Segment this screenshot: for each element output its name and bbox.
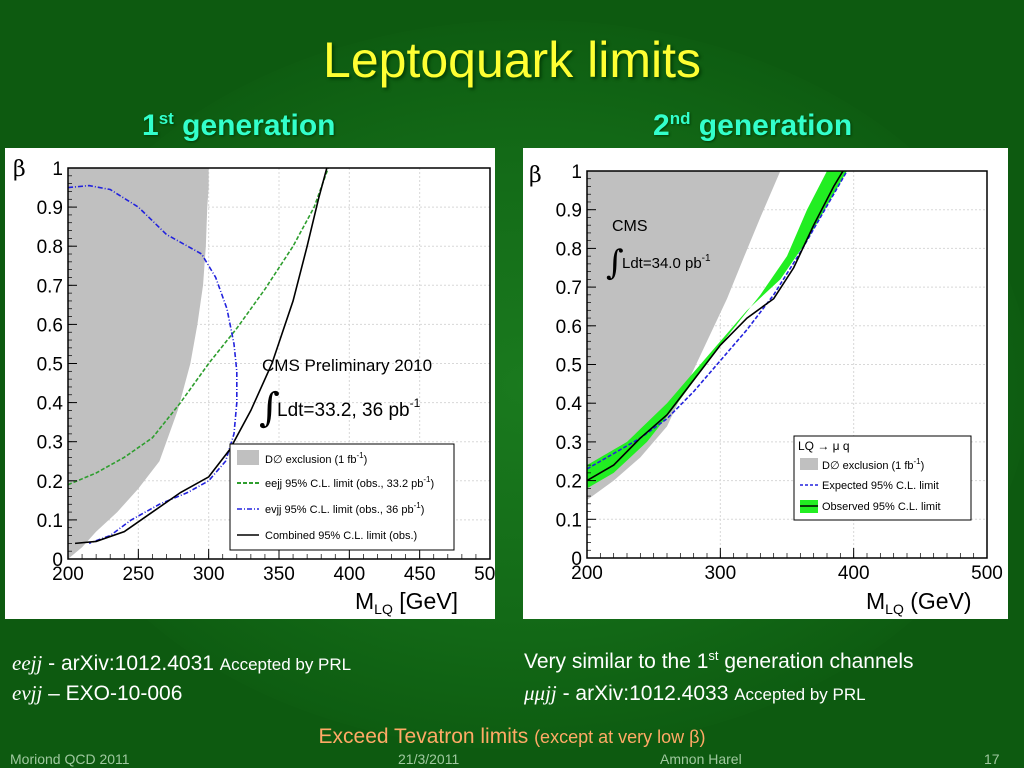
x-tick-label: 300 xyxy=(704,563,736,584)
integral-symbol: ∫ xyxy=(606,243,624,283)
ref-eejj-channel: eejj xyxy=(12,651,43,675)
footer-page-number: 17 xyxy=(984,751,1000,767)
footer-date: 21/3/2011 xyxy=(398,751,460,767)
legend-box xyxy=(793,435,972,521)
legend-label-observed: Observed 95% C.L. limit xyxy=(822,501,941,513)
footer-conference: Moriond QCD 2011 xyxy=(10,751,130,767)
cms-preliminary-label: CMS Preliminary 2010 xyxy=(262,356,432,375)
d0-exclusion-region xyxy=(587,171,781,558)
x-tick-label: 400 xyxy=(333,564,365,585)
chart-gen1: 0 0.1 0.2 0.3 0.4 0.5 0.6 0.7 0.8 0.9 1 200 250 300 3… xyxy=(13,157,495,617)
gen2-superscript: nd xyxy=(669,109,691,128)
y-tick-label: 0.4 xyxy=(37,394,64,415)
legend-box xyxy=(229,443,455,551)
series-line-2 xyxy=(68,184,238,545)
legend-label-exclusion: D∅ exclusion (1 fb-1) xyxy=(822,457,924,472)
integral-symbol: ∫ xyxy=(259,385,280,431)
ref-mumujj-status: Accepted by PRL xyxy=(734,685,866,704)
ref-evjj: evjj – EXO-10-006 xyxy=(12,680,182,707)
ref-evjj-channel: evjj xyxy=(12,681,43,705)
ref-eejj-arxiv: - arXiv:1012.4031 xyxy=(42,652,220,675)
x-tick-label: 500 xyxy=(971,563,1003,584)
y-tick-label: 0 xyxy=(52,550,63,571)
x-axis-label: MLQ [GeV] xyxy=(355,588,458,617)
gen2-number: 2 xyxy=(653,109,670,142)
ref-mumujj-arxiv: - arXiv:1012.4033 xyxy=(556,682,735,705)
luminosity-label: Ldt=34.0 pb-1 xyxy=(622,253,711,272)
gen1-heading: 1st generation xyxy=(142,108,336,144)
y-tick-label: 0.8 xyxy=(37,237,63,258)
y-tick-label: 0.6 xyxy=(37,315,63,336)
y-tick-label: 0.8 xyxy=(556,239,582,260)
y-tick-label: 0.2 xyxy=(556,472,582,493)
x-tick-label: 400 xyxy=(838,563,870,584)
x-tick-label: 300 xyxy=(193,564,225,585)
ref-eejj: eejj - arXiv:1012.4031 Accepted by PRL xyxy=(12,650,351,678)
y-tick-label: 0.3 xyxy=(37,433,63,454)
gen1-number: 1 xyxy=(142,109,159,142)
ref-mumujj: μμjj - arXiv:1012.4033 Accepted by PRL xyxy=(524,680,866,708)
x-tick-label: 200 xyxy=(571,563,603,584)
gen2-heading: 2nd generation xyxy=(653,108,852,144)
series-line-1 xyxy=(587,171,848,470)
y-tick-label: 0 xyxy=(571,549,582,570)
similar-text: Very similar to the 1 xyxy=(524,650,709,673)
y-tick-label: 0.4 xyxy=(556,394,583,415)
y-tick-label: 0.9 xyxy=(556,201,582,222)
y-tick-label: 0.1 xyxy=(556,510,582,531)
ref-evjj-text: – EXO-10-006 xyxy=(42,682,183,705)
series-line-1 xyxy=(68,168,329,486)
x-tick-label: 350 xyxy=(263,564,295,585)
y-tick-label: 1 xyxy=(571,162,582,183)
y-tick-label: 0.5 xyxy=(556,356,582,377)
legend-label-eejj: eejj 95% C.L. limit (obs., 33.2 pb-1) xyxy=(265,475,434,490)
y-axis-label: β xyxy=(529,163,542,188)
legend-swatch-exclusion xyxy=(237,450,259,465)
cms-label: CMS xyxy=(612,218,648,235)
y-tick-label: 0.2 xyxy=(37,472,63,493)
legend-swatch-exclusion xyxy=(800,458,818,470)
chart-gen1-panel: 0 0.1 0.2 0.3 0.4 0.5 0.6 0.7 0.8 0.9 1 200 250 300 3… xyxy=(5,148,495,619)
chart-gen2-panel: 0 0.1 0.2 0.3 0.4 0.5 0.6 0.7 0.8 0.9 1 200 300 400 5… xyxy=(523,148,1008,619)
x-tick-label: 250 xyxy=(122,564,154,585)
legend-label-expected: Expected 95% C.L. limit xyxy=(822,480,939,492)
observed-limit-band xyxy=(587,171,847,489)
gen1-label: generation xyxy=(173,109,336,142)
gen1-superscript: st xyxy=(158,109,174,128)
footer-author: Amnon Harel xyxy=(660,751,742,767)
y-tick-label: 0.9 xyxy=(37,198,63,219)
gen2-label: generation xyxy=(690,109,853,142)
legend-label-evjj: evjj 95% C.L. limit (obs., 36 pb-1) xyxy=(265,501,424,516)
y-axis-label: β xyxy=(13,157,26,182)
x-tick-label: 200 xyxy=(52,564,84,585)
luminosity-label: Ldt=33.2, 36 pb-1 xyxy=(277,396,421,421)
legend-label-combined: Combined 95% C.L. limit (obs.) xyxy=(265,530,417,542)
x-axis-label: MLQ (GeV) xyxy=(866,588,972,617)
exceed-qualifier: (except at very low β) xyxy=(534,727,706,747)
y-tick-label: 0.3 xyxy=(556,433,582,454)
exceed-note: Exceed Tevatron limits (except at very l… xyxy=(0,723,1024,751)
legend: D∅ exclusion (1 fb-1) eejj 95% C.L. limi… xyxy=(229,443,455,551)
slide-title: Leptoquark limits xyxy=(323,32,701,88)
x-tick-label: 500 xyxy=(474,564,495,585)
series-line-2 xyxy=(587,171,844,482)
y-tick-label: 0.5 xyxy=(37,355,63,376)
ref-eejj-status: Accepted by PRL xyxy=(219,655,352,674)
x-tick-label: 450 xyxy=(404,564,436,585)
similar-superscript: st xyxy=(708,648,719,663)
y-tick-label: 0.6 xyxy=(556,317,582,338)
y-tick-label: 0.1 xyxy=(37,511,63,532)
legend-header: LQ → μ q xyxy=(798,439,850,453)
d0-exclusion-region xyxy=(68,168,209,559)
similar-rest: generation channels xyxy=(718,650,914,673)
y-tick-label: 0.7 xyxy=(37,276,63,297)
similar-note: Very similar to the 1st generation chann… xyxy=(524,648,914,675)
y-tick-label: 1 xyxy=(52,159,63,180)
legend: LQ → μ q D∅ exclusion (1 fb-1) Expected … xyxy=(793,435,972,521)
legend-label-exclusion: D∅ exclusion (1 fb-1) xyxy=(265,451,367,466)
chart-gen2: 0 0.1 0.2 0.3 0.4 0.5 0.6 0.7 0.8 0.9 1 200 300 400 5… xyxy=(529,162,1003,617)
exceed-main: Exceed Tevatron limits xyxy=(318,725,535,748)
ref-mumujj-channel: μμjj xyxy=(524,681,557,705)
y-tick-label: 0.7 xyxy=(556,278,582,299)
